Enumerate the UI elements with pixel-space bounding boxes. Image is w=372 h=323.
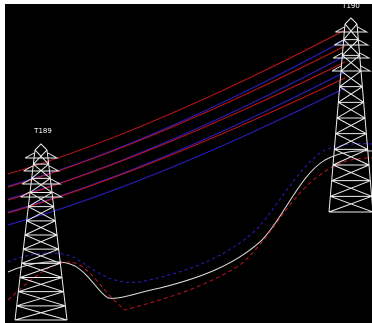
crossarm (23, 165, 61, 172)
conductor (7, 39, 346, 187)
tower (328, 17, 372, 213)
tower-brace (28, 192, 54, 208)
conductor (7, 71, 346, 213)
tower-brace (330, 180, 372, 197)
crossarm (21, 178, 62, 185)
tower-brace (19, 262, 63, 278)
tower-brace (21, 248, 61, 264)
tower-brace (334, 133, 368, 150)
tower-brace (331, 164, 371, 182)
tower-label: T189 (33, 127, 52, 135)
tower (14, 143, 68, 321)
tower-brace (23, 234, 59, 250)
tower-brace (26, 206, 56, 222)
crossarm (335, 26, 369, 33)
peak (344, 17, 358, 25)
tower-brace (29, 177, 53, 193)
canvas-background (5, 4, 372, 323)
tower-brace (16, 291, 66, 307)
tower-brace (18, 277, 64, 293)
conductor (7, 45, 346, 188)
conductor (7, 77, 346, 214)
tower-brace (24, 220, 58, 236)
tower-brace (332, 148, 370, 166)
conductors (7, 29, 346, 226)
tower-brace (336, 101, 366, 119)
ground-line (7, 150, 372, 299)
tower-brace (328, 195, 372, 213)
crossarm (332, 52, 371, 59)
tower-brace (335, 117, 367, 135)
ground-profile (7, 143, 372, 311)
crossarm (24, 152, 59, 159)
tower-brace (341, 39, 361, 56)
towers (14, 17, 372, 321)
clearance-line (7, 157, 372, 311)
crossarm (333, 39, 370, 46)
conductor (7, 87, 346, 226)
tower-label: T190 (341, 2, 360, 10)
clearance-line (7, 143, 372, 283)
tower-brace (32, 149, 50, 165)
tower-brace (14, 305, 68, 321)
conductor (7, 61, 346, 201)
peak (34, 143, 48, 151)
crossarm (331, 65, 372, 72)
crossarm (20, 191, 64, 198)
conductor (7, 55, 346, 200)
tower-brace (339, 70, 363, 88)
tower-brace (338, 86, 364, 103)
